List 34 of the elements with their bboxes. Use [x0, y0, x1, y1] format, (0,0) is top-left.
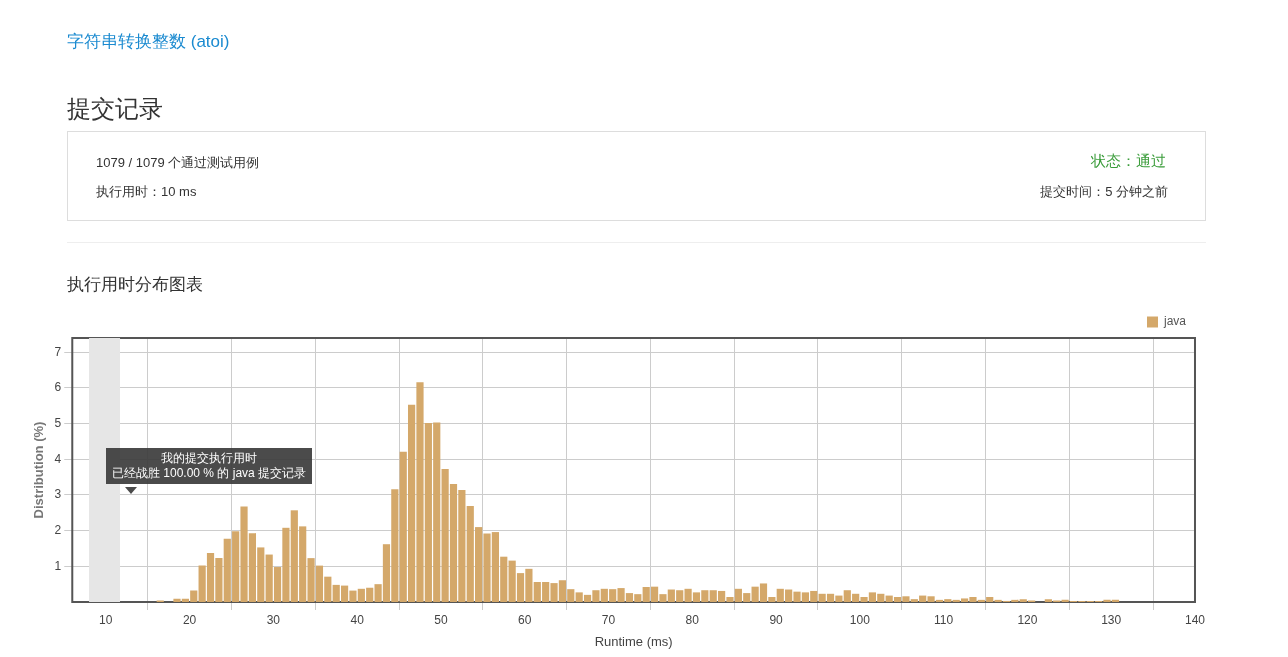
y-tick-label: 4	[54, 451, 62, 466]
y-tick-label: 1	[54, 558, 62, 573]
chart-title: 执行用时分布图表	[67, 274, 203, 296]
y-tick-label: 5	[54, 415, 62, 430]
x-tick-label: 20	[182, 612, 197, 627]
annotation: 已经战胜 100.00 % 的 java 提交记录	[112, 466, 307, 481]
y-tick-label: 2	[54, 522, 62, 537]
x-tick-label: 10	[99, 612, 113, 627]
x-tick-label: 140	[1184, 612, 1206, 627]
text: 字符串转换整数 (atoi)	[67, 31, 230, 53]
legend-label: java	[1162, 314, 1187, 329]
x-axis-title: Runtime (ms)	[594, 633, 673, 649]
x-tick-label: 100	[849, 612, 871, 627]
x-tick-label: 50	[434, 612, 448, 627]
x-tick-label: 40	[350, 612, 365, 627]
x-tick-label: 80	[685, 612, 700, 627]
text: 状态：通过	[1091, 152, 1166, 171]
annotation: 我的提交执行用时	[160, 451, 259, 466]
x-tick-label: 90	[769, 612, 784, 627]
text: 提交时间：5 分钟之前	[1040, 183, 1168, 201]
x-tick-label: 60	[518, 612, 532, 627]
y-tick-label: 6	[54, 380, 62, 395]
text: 执行用时：10 ms	[96, 183, 197, 201]
x-tick-label: 130	[1101, 612, 1122, 627]
y-tick-label: 7	[54, 344, 62, 359]
tooltip-box: 我的提交执行用时 已经战胜 100.00 % 的 java 提交记录	[106, 448, 313, 484]
y-tick-label: 3	[54, 487, 62, 502]
x-tick-label: 30	[266, 612, 281, 627]
x-tick-label: 120	[1017, 612, 1038, 627]
text: 提交记录	[67, 94, 163, 124]
y-axis-title: Distribution (%)	[31, 421, 47, 519]
x-tick-label: 70	[601, 612, 616, 627]
text: 1079 / 1079 个通过测试用例	[96, 154, 260, 172]
x-tick-label: 110	[934, 612, 954, 627]
